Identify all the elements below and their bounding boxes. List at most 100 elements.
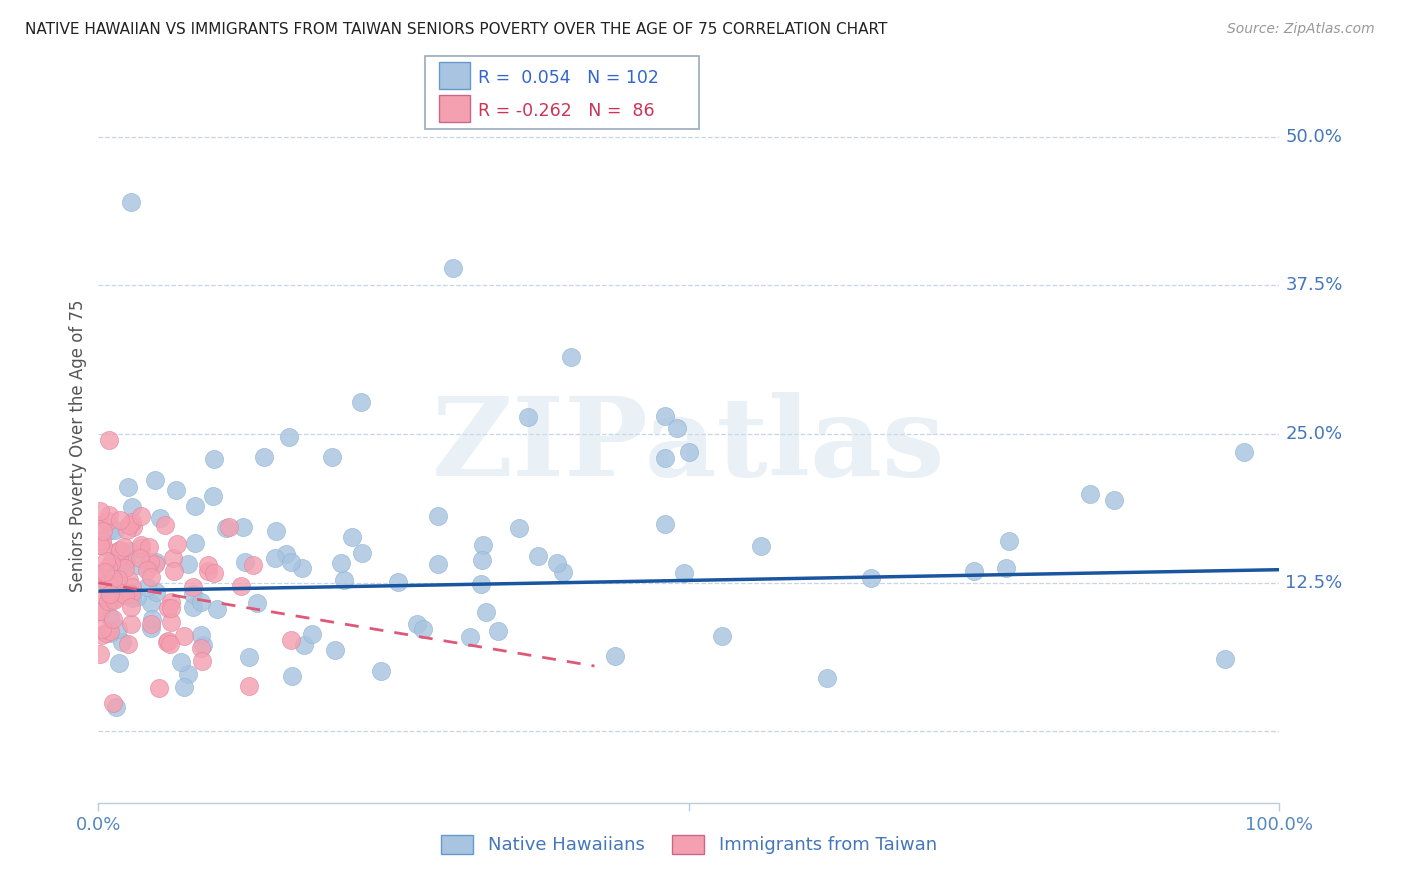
Point [121, 195, 143, 210]
Point [1213, 652, 1236, 666]
Point [98, 508, 121, 522]
Point [162, 564, 184, 578]
Point [166, 537, 188, 551]
Point [149, 511, 172, 525]
Point [173, 680, 195, 694]
Text: 37.5%: 37.5% [1285, 277, 1343, 294]
Point [98, 574, 121, 589]
Point [115, 553, 138, 567]
Point [546, 557, 568, 571]
Point [470, 577, 492, 591]
Point [114, 555, 136, 569]
Point [90, 623, 112, 637]
Point [1080, 486, 1102, 500]
Point [89, 504, 111, 518]
Point [145, 555, 167, 569]
Point [139, 555, 162, 569]
Point [139, 616, 162, 631]
Point [516, 410, 538, 425]
Point [963, 564, 986, 578]
Point [89, 538, 111, 552]
Point [139, 621, 162, 635]
Point [672, 566, 695, 580]
Y-axis label: Seniors Poverty Over the Age of 75: Seniors Poverty Over the Age of 75 [69, 300, 87, 592]
Point [94, 554, 117, 568]
Point [654, 516, 676, 531]
Point [101, 611, 124, 625]
Point [143, 557, 166, 571]
Point [97, 577, 120, 591]
Point [159, 595, 181, 609]
Point [181, 599, 204, 614]
Point [406, 617, 429, 632]
Point [352, 546, 374, 560]
Point [103, 592, 125, 607]
Point [486, 624, 509, 639]
Point [153, 518, 176, 533]
Point [139, 596, 162, 610]
Point [120, 587, 142, 601]
Point [103, 573, 125, 587]
Point [666, 421, 689, 435]
Point [117, 638, 139, 652]
Point [129, 537, 152, 551]
Point [280, 556, 302, 570]
Point [711, 630, 734, 644]
Point [232, 520, 254, 534]
Point [551, 565, 574, 579]
Point [98, 587, 121, 601]
Point [264, 524, 287, 539]
Point [136, 580, 159, 594]
Point [107, 656, 129, 670]
Point [98, 558, 121, 573]
Point [89, 648, 111, 662]
Point [111, 586, 134, 600]
Point [159, 637, 181, 651]
Point [603, 648, 626, 663]
Point [235, 555, 257, 569]
Point [104, 700, 127, 714]
Point [156, 635, 179, 649]
Point [350, 395, 373, 409]
Point [229, 579, 252, 593]
Point [177, 558, 200, 572]
Point [238, 679, 260, 693]
Point [291, 561, 314, 575]
Point [101, 592, 124, 607]
Point [97, 588, 120, 602]
Point [292, 638, 315, 652]
Point [148, 681, 170, 695]
Point [97, 515, 120, 529]
Point [181, 587, 204, 601]
Point [278, 430, 301, 444]
Text: R =  0.054   N = 102: R = 0.054 N = 102 [478, 70, 659, 87]
Point [274, 547, 297, 561]
Point [160, 600, 183, 615]
Text: ZIPatlas: ZIPatlas [432, 392, 946, 500]
Point [427, 509, 450, 524]
Point [994, 561, 1017, 575]
Point [173, 629, 195, 643]
Point [97, 594, 120, 608]
Point [91, 524, 114, 538]
Point [815, 671, 838, 685]
Point [112, 540, 135, 554]
Point [860, 570, 883, 584]
Point [333, 573, 356, 587]
Point [458, 630, 481, 644]
Point [242, 558, 264, 573]
Point [101, 697, 124, 711]
Point [98, 609, 121, 624]
Point [412, 622, 434, 636]
Point [426, 557, 449, 571]
Point [191, 654, 214, 668]
Point [191, 638, 214, 652]
Point [98, 433, 121, 447]
Point [94, 565, 117, 579]
Point [253, 450, 276, 464]
Point [387, 574, 409, 589]
Point [165, 483, 187, 497]
Point [107, 572, 129, 586]
Point [98, 592, 121, 607]
Point [749, 539, 772, 553]
